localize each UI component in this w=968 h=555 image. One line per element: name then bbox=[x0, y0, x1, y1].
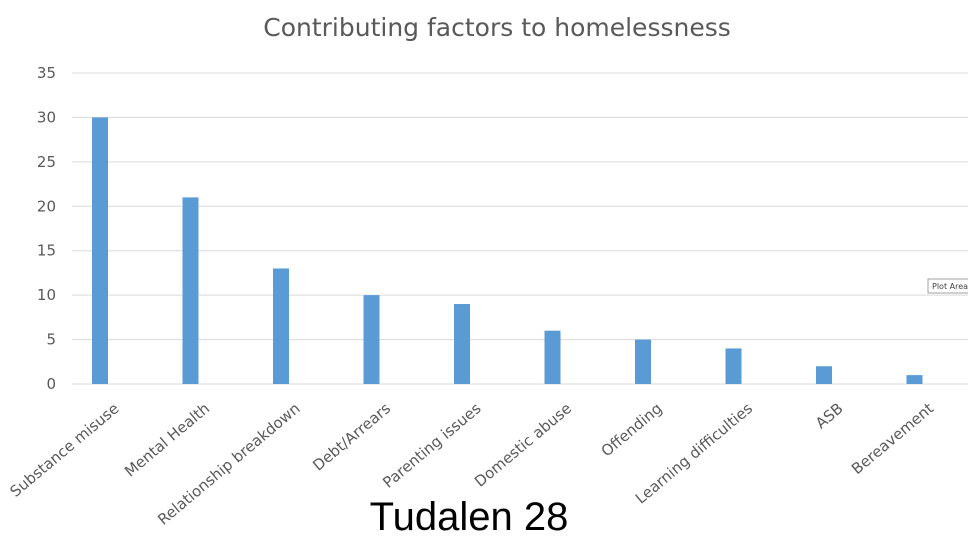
bar-debt-arrears bbox=[363, 295, 380, 384]
y-tick-label-25: 25 bbox=[37, 153, 56, 171]
page-footer: Tudalen 28 bbox=[370, 495, 569, 539]
bars bbox=[92, 117, 923, 384]
y-tick-label-0: 0 bbox=[46, 375, 56, 393]
x-tick-label-debt-arrears: Debt/Arrears bbox=[309, 399, 394, 474]
bar-substance-misuse bbox=[92, 117, 108, 384]
y-tick-label-20: 20 bbox=[37, 197, 56, 215]
bar-relationship-breakdown bbox=[273, 268, 289, 384]
y-tick-label-5: 5 bbox=[46, 331, 56, 349]
bar-offending bbox=[635, 339, 651, 384]
plot-area-tooltip: Plot Area bbox=[927, 278, 968, 294]
chart-title: Contributing factors to homelessness bbox=[263, 13, 731, 42]
bar-asb bbox=[816, 366, 832, 384]
x-tick-label-bereavement: Bereavement bbox=[848, 399, 937, 478]
bar-mental-health bbox=[182, 197, 199, 384]
bar-parenting-issues bbox=[454, 304, 470, 384]
x-tick-label-offending: Offending bbox=[598, 399, 666, 460]
x-tick-label-parenting-issues: Parenting issues bbox=[379, 399, 484, 492]
tooltip-text: Plot Area bbox=[932, 282, 968, 291]
gridlines bbox=[72, 72, 968, 385]
y-tick-label-10: 10 bbox=[37, 286, 56, 304]
x-tick-label-asb: ASB bbox=[812, 399, 847, 432]
y-tick-label-30: 30 bbox=[37, 108, 56, 126]
x-tick-label-substance-misuse: Substance misuse bbox=[7, 399, 123, 500]
x-tick-label-mental-health: Mental Health bbox=[121, 399, 213, 480]
y-tick-label-15: 15 bbox=[37, 242, 56, 260]
x-tick-label-domestic-abuse: Domestic abuse bbox=[471, 399, 575, 490]
y-tick-label-35: 35 bbox=[37, 64, 56, 82]
x-tick-label-relationship-breakdown: Relationship breakdown bbox=[154, 399, 303, 528]
bar-domestic-abuse bbox=[544, 330, 561, 384]
tooltip-box bbox=[927, 278, 968, 294]
bar-bereavement bbox=[906, 375, 923, 384]
y-axis-tick-labels: 0 5 10 15 20 25 30 35 bbox=[37, 64, 56, 393]
bar-learning-difficulties bbox=[725, 348, 742, 384]
